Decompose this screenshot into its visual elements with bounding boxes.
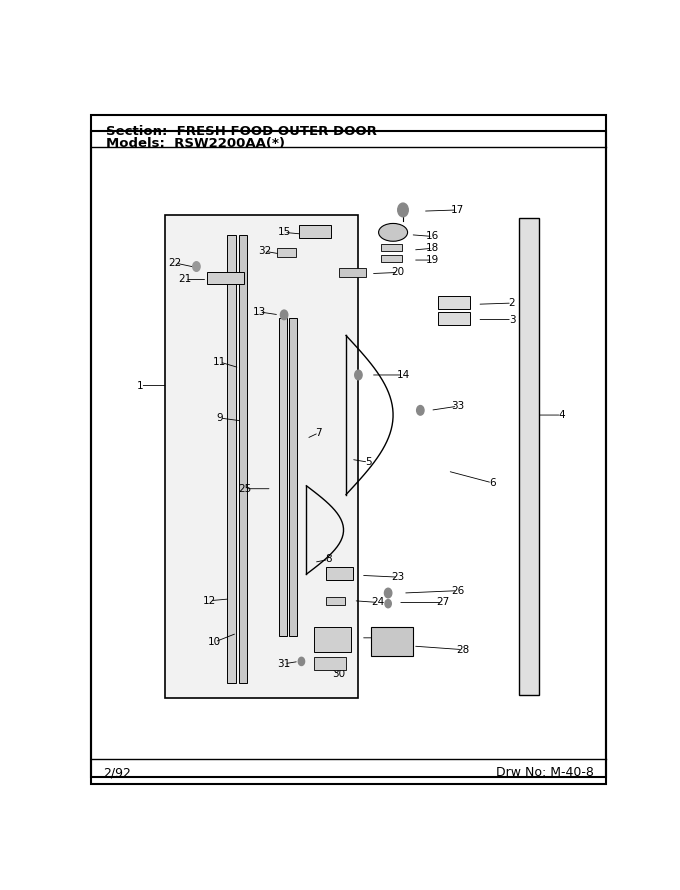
Text: 11: 11 xyxy=(213,357,226,367)
Circle shape xyxy=(398,203,408,217)
Text: 13: 13 xyxy=(253,307,266,317)
Ellipse shape xyxy=(379,223,407,241)
Circle shape xyxy=(417,406,424,415)
Circle shape xyxy=(385,600,391,608)
Bar xyxy=(165,214,358,698)
Bar xyxy=(520,218,539,695)
Text: 5: 5 xyxy=(365,457,372,467)
Text: 17: 17 xyxy=(451,205,464,215)
Bar xyxy=(289,318,297,636)
Circle shape xyxy=(299,658,305,666)
Bar xyxy=(314,657,346,669)
Circle shape xyxy=(192,262,200,271)
Bar xyxy=(277,247,296,257)
Text: 7: 7 xyxy=(316,428,322,438)
Bar xyxy=(239,235,248,684)
Bar xyxy=(326,596,345,605)
Text: 12: 12 xyxy=(203,595,216,606)
Circle shape xyxy=(280,310,288,320)
Text: Section:  FRESH FOOD OUTER DOOR: Section: FRESH FOOD OUTER DOOR xyxy=(106,125,377,138)
Text: 30: 30 xyxy=(332,669,345,679)
Text: 21: 21 xyxy=(178,274,192,285)
Bar xyxy=(438,312,470,326)
Text: Models:  RSW2200AA(*): Models: RSW2200AA(*) xyxy=(106,137,285,150)
Bar xyxy=(381,255,401,262)
Text: 9: 9 xyxy=(216,413,223,423)
Text: 2/92: 2/92 xyxy=(103,766,131,779)
Text: 10: 10 xyxy=(208,637,221,647)
Text: 15: 15 xyxy=(277,227,291,238)
Text: 31: 31 xyxy=(277,659,291,668)
Text: 4: 4 xyxy=(558,410,565,420)
Text: 27: 27 xyxy=(436,597,449,608)
Text: 32: 32 xyxy=(258,247,271,256)
Text: 8: 8 xyxy=(325,554,332,564)
Text: 1: 1 xyxy=(137,381,143,391)
Text: 2: 2 xyxy=(509,298,515,308)
Bar xyxy=(314,627,351,652)
Text: 20: 20 xyxy=(392,267,405,278)
Bar xyxy=(371,627,413,656)
Bar xyxy=(207,272,245,284)
Text: 26: 26 xyxy=(451,586,464,595)
Bar xyxy=(299,225,331,239)
Text: 23: 23 xyxy=(392,572,405,582)
Circle shape xyxy=(355,370,362,380)
Text: 24: 24 xyxy=(371,597,385,608)
Circle shape xyxy=(384,588,392,598)
Text: 16: 16 xyxy=(426,231,439,241)
Text: Drw No: M-40-8: Drw No: M-40-8 xyxy=(496,766,594,779)
Bar xyxy=(438,296,470,309)
Text: 18: 18 xyxy=(426,243,439,254)
Text: 3: 3 xyxy=(509,314,515,325)
Bar xyxy=(326,567,354,580)
Bar xyxy=(227,235,236,684)
Text: 33: 33 xyxy=(451,401,464,411)
Bar xyxy=(381,244,401,251)
Text: 29: 29 xyxy=(386,633,400,643)
Text: 22: 22 xyxy=(169,258,182,268)
Text: 19: 19 xyxy=(426,255,439,265)
Text: 25: 25 xyxy=(238,484,251,494)
Text: 6: 6 xyxy=(489,478,496,488)
Text: 28: 28 xyxy=(456,644,469,655)
Text: 14: 14 xyxy=(396,370,409,380)
Bar xyxy=(279,318,287,636)
Bar xyxy=(339,268,366,277)
